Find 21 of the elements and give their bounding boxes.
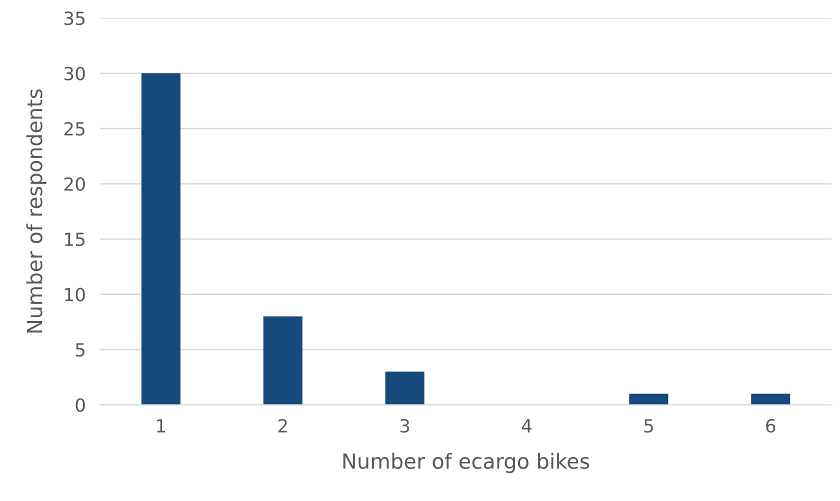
bar: [263, 316, 302, 405]
y-tick-label: 30: [64, 66, 85, 80]
y-tick-label: 10: [65, 288, 85, 302]
x-tick-label: 5: [644, 419, 653, 433]
x-axis-title: Number of ecargo bikes: [343, 452, 590, 473]
x-tick-label: 4: [522, 419, 532, 432]
bar: [385, 372, 424, 405]
bar: [629, 394, 668, 405]
y-tick-label: 15: [65, 232, 84, 246]
y-tick-label: 5: [76, 343, 84, 357]
bar: [141, 73, 180, 405]
y-axis-title: Number of respondents: [26, 89, 46, 332]
x-tick-label: 3: [400, 419, 410, 433]
y-tick-label: 20: [64, 177, 85, 191]
y-tick-label: 25: [64, 122, 84, 136]
x-tick-label: 6: [766, 419, 776, 433]
bar: [751, 394, 790, 405]
y-tick-label: 35: [64, 11, 84, 26]
x-tick-label: 2: [278, 419, 287, 432]
y-tick-label: 0: [76, 398, 85, 412]
x-tick-label: 1: [157, 419, 166, 432]
